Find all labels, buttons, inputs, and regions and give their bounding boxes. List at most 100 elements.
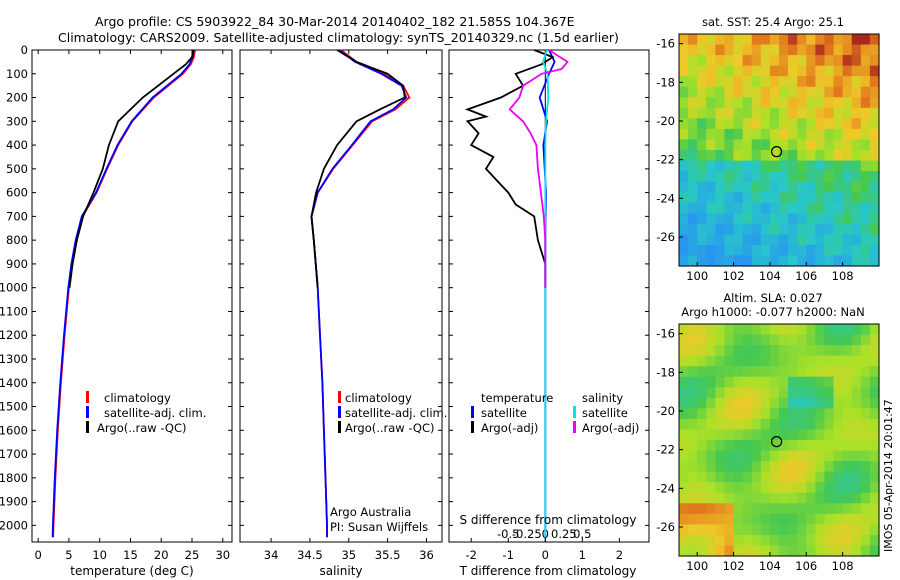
map-cell	[724, 534, 735, 547]
map-cell	[815, 244, 826, 257]
map-cell	[715, 244, 726, 257]
map-cell	[860, 255, 871, 267]
map-cell	[833, 429, 844, 441]
map-cell	[815, 534, 826, 547]
map-cell	[697, 139, 707, 151]
map-cell	[860, 181, 871, 193]
map-cell	[833, 408, 844, 420]
map-cell	[706, 181, 716, 193]
map-cell	[769, 76, 780, 88]
map-cell	[842, 107, 853, 119]
map-cell	[769, 150, 780, 162]
map-cell	[715, 324, 726, 336]
map-cell	[860, 223, 871, 235]
map-cell	[760, 492, 771, 504]
map-cell	[751, 376, 762, 388]
map-cell	[824, 503, 835, 515]
map-cell	[806, 86, 816, 98]
map-cell	[679, 192, 689, 204]
map-cell	[697, 234, 707, 246]
map-cell	[851, 139, 862, 151]
map-cell	[788, 461, 798, 473]
map-cell	[742, 34, 753, 46]
map-cell	[824, 192, 835, 204]
map-cell	[860, 440, 871, 452]
map-cell	[733, 213, 744, 225]
map-cell	[733, 345, 744, 357]
map-cell	[706, 345, 716, 357]
map-cell	[688, 244, 698, 257]
map-cell	[869, 160, 880, 172]
map-cell	[788, 429, 798, 441]
map-cell	[797, 128, 807, 141]
map-cell	[851, 65, 862, 77]
map-cell	[869, 334, 880, 346]
map-cell	[851, 376, 862, 388]
map-cell	[733, 34, 744, 46]
map-cell	[815, 355, 826, 367]
map-cell	[779, 86, 789, 98]
map-cell	[815, 503, 826, 515]
map-cell	[851, 355, 862, 367]
map-cell	[860, 213, 871, 225]
map-cell	[751, 139, 762, 151]
map-cell	[851, 76, 862, 88]
map-cell	[851, 503, 862, 515]
map-cell	[860, 366, 871, 378]
map-cell	[824, 128, 835, 141]
map-cell	[788, 139, 798, 151]
map-cell	[851, 55, 862, 67]
map-cell	[751, 524, 762, 536]
map-cell	[688, 355, 698, 367]
map-cell	[860, 503, 871, 515]
map-cell	[733, 334, 744, 346]
map-cell	[706, 366, 716, 378]
legend-swatch-satellite	[86, 406, 89, 418]
map-cell	[851, 150, 862, 162]
map-cell	[860, 202, 871, 214]
map-cell	[869, 524, 880, 536]
sst-map: 100 102 104 106 108 -16 -18 -20 -22 -24 -26	[656, 33, 880, 283]
map-cell	[851, 418, 862, 431]
map-cell	[815, 192, 826, 204]
x-tick-label: -1	[503, 548, 514, 562]
map-cell	[860, 334, 871, 346]
map-cell	[860, 461, 871, 473]
map-cell	[788, 213, 798, 225]
map-cell	[715, 181, 726, 193]
map-cell	[824, 44, 835, 56]
map-cell	[833, 366, 844, 378]
map-cell	[788, 545, 798, 557]
map-cell	[806, 482, 816, 494]
map-cell	[806, 171, 816, 183]
map-cell	[688, 202, 698, 214]
x-tick-label: 100	[686, 559, 708, 573]
map-cell	[779, 202, 789, 214]
map-cell	[851, 107, 862, 119]
map-cell	[688, 118, 698, 130]
map-cell	[797, 440, 807, 452]
map-cell	[869, 429, 880, 441]
map-cell	[851, 513, 862, 525]
map-cell	[797, 44, 807, 56]
map-cell	[769, 355, 780, 367]
map-cell	[751, 202, 762, 214]
map-cell	[860, 118, 871, 130]
map-cell	[769, 213, 780, 225]
map-cell	[697, 345, 707, 357]
map-cell	[751, 107, 762, 119]
map-cell	[833, 534, 844, 547]
map-cell	[769, 366, 780, 378]
map-cell	[769, 334, 780, 346]
map-cell	[788, 86, 798, 98]
map-cell	[815, 107, 826, 119]
map-cell	[751, 234, 762, 246]
map-cell	[788, 171, 798, 183]
map-cell	[842, 160, 853, 172]
map-cell	[769, 118, 780, 130]
legend-t-satellite: satellite	[481, 406, 527, 420]
map-cell	[788, 492, 798, 504]
map-cell	[833, 118, 844, 130]
map-cell	[697, 223, 707, 235]
map-cell	[851, 482, 862, 494]
